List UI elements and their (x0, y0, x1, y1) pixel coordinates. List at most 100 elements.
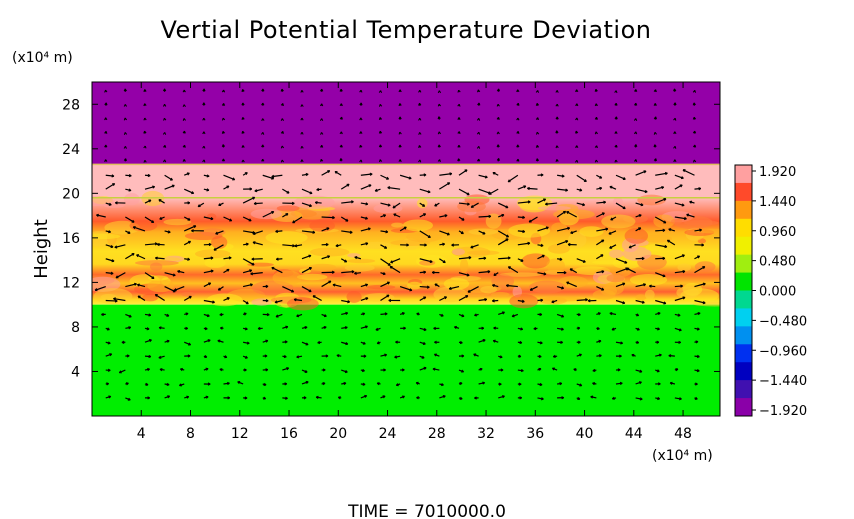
vector-arrow-head (594, 88, 598, 92)
vector-arrow (615, 258, 628, 264)
colorbar-segment (735, 254, 752, 274)
vector-arrow-head (461, 314, 465, 318)
vector-arrow (419, 258, 433, 263)
vector-arrow-head (110, 271, 114, 275)
vector-arrow-head (446, 232, 450, 236)
x-tick-label: 32 (477, 426, 495, 442)
vector-arrow-head (202, 159, 206, 163)
vector-arrow (508, 266, 519, 274)
vector-arrow (517, 230, 525, 233)
vector-arrow-head (108, 202, 112, 206)
vector-arrow-head (384, 312, 388, 316)
vector-arrow (655, 354, 662, 357)
vector-arrow-head (470, 204, 474, 208)
vector-arrow-head (245, 242, 249, 246)
vector-arrow-head (148, 354, 152, 359)
vector-arrow-head (473, 353, 477, 357)
vector-arrow-head (416, 396, 419, 400)
vector-arrow-head (575, 145, 579, 149)
vector-arrow-head (275, 257, 279, 261)
vector-arrow-head (112, 183, 116, 187)
vector-arrow-head (476, 146, 481, 149)
vector-arrow-head (261, 144, 265, 148)
vector-arrow-head (390, 260, 394, 264)
vector-arrow-head (332, 215, 335, 220)
texture-patch (204, 258, 226, 268)
vector-arrow (341, 341, 348, 345)
colorbar-segment (735, 290, 752, 309)
vector-arrow-head (378, 90, 383, 94)
vector-arrow (155, 257, 165, 260)
vector-arrow-head (226, 297, 230, 301)
vector-arrow-head (127, 231, 131, 234)
vector-arrow-head (284, 382, 288, 386)
vector-arrow-head (384, 245, 388, 249)
vector-arrow-head (543, 198, 547, 202)
vector-arrow-head (263, 382, 267, 387)
vector-arrow (529, 286, 538, 291)
vector-arrow (223, 268, 230, 274)
vector-arrow (250, 272, 263, 275)
vector-arrow-head (365, 216, 368, 220)
vector-arrow-head (300, 117, 304, 121)
vector-arrow-head (221, 89, 226, 93)
vector-arrow (470, 202, 479, 208)
vector-arrow-head (540, 298, 544, 302)
vector-arrow (674, 174, 684, 179)
vector-arrow (537, 254, 545, 260)
vector-arrow (419, 213, 426, 218)
vector-arrow-head (207, 382, 211, 386)
vector-arrow (390, 258, 401, 264)
colorbar-segment (735, 380, 752, 399)
vector-arrow-head (653, 103, 657, 106)
vector-arrow-head (619, 381, 623, 386)
vector-arrow-head (217, 339, 221, 343)
vector-arrow (132, 226, 146, 232)
texture-patch (521, 253, 550, 269)
vector-arrow-head (594, 116, 599, 120)
y-tick-label: 8 (71, 320, 80, 336)
texture-patch (163, 218, 192, 226)
vector-arrow-head (653, 89, 657, 93)
vector-arrow-head (440, 313, 444, 317)
vector-arrow (506, 284, 518, 288)
texture-patch (391, 222, 404, 228)
texture-patch (600, 286, 617, 296)
vector-arrow (282, 188, 290, 194)
vector-arrow-head (545, 202, 548, 206)
vector-arrow (223, 297, 230, 302)
vector-arrow-head (244, 355, 248, 359)
vector-arrow (566, 211, 578, 218)
vector-arrow-head (633, 118, 638, 121)
vector-arrow-head (271, 174, 275, 179)
vector-arrow (113, 297, 126, 302)
texture-patch (147, 279, 175, 293)
vector-arrow-head (389, 265, 393, 269)
vector-arrow (360, 227, 371, 232)
vector-arrow-head (434, 283, 438, 287)
vector-arrow (517, 216, 525, 219)
vector-arrow (282, 367, 289, 371)
vector-arrow-head (427, 235, 431, 239)
vector-arrow-head (466, 273, 470, 277)
vector-arrow-head (649, 284, 652, 288)
vector-arrow-head (614, 159, 618, 163)
vector-arrow-head (359, 131, 363, 134)
vector-arrow-head (241, 130, 245, 134)
vector-arrow-head (365, 325, 368, 329)
vector-arrow (576, 202, 585, 206)
vector-arrow (105, 272, 114, 275)
vector-arrow-head (614, 144, 618, 148)
vector-arrow-head (448, 286, 452, 291)
vector-arrow-head (205, 395, 209, 399)
vector-arrow-head (197, 204, 201, 208)
vector-arrow-head (251, 262, 255, 266)
vector-arrow-head (210, 256, 214, 260)
vector-arrow (184, 341, 191, 346)
vector-arrow-head (319, 118, 324, 121)
texture-patch (443, 277, 470, 290)
vector-arrow (566, 281, 577, 288)
vector-arrow-head (686, 213, 690, 217)
vector-arrow-head (317, 340, 321, 345)
vector-arrow-head (143, 159, 147, 163)
